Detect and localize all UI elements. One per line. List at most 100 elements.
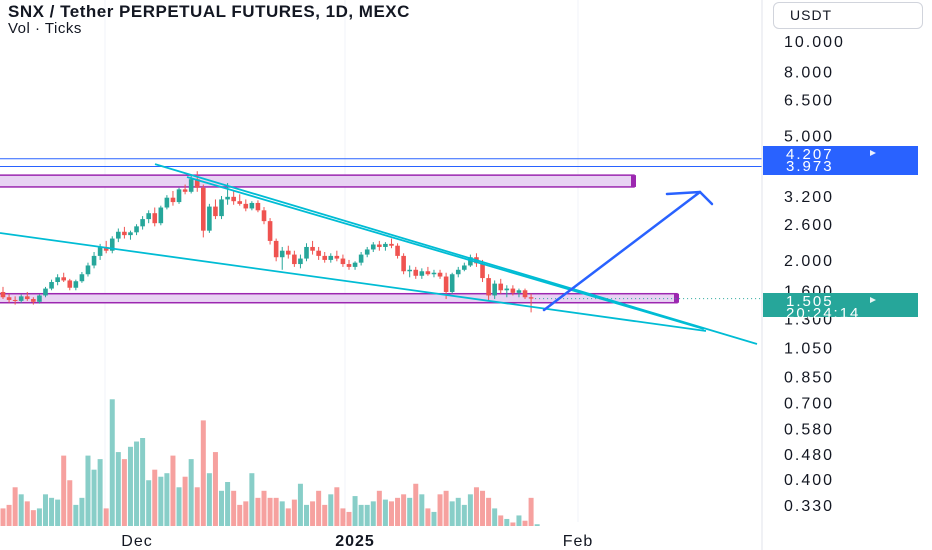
volume-bar — [504, 518, 510, 526]
volume-bar — [18, 494, 24, 526]
volume-bar — [340, 508, 346, 526]
volume-bar — [401, 494, 407, 526]
price-tick-label: 0.480 — [784, 447, 834, 464]
volume-bar — [388, 501, 394, 526]
candle — [516, 288, 522, 298]
drawings[interactable] — [0, 158, 762, 345]
price-axis[interactable]: 10.0008.0006.5005.0003.2002.6002.0001.60… — [784, 34, 845, 515]
volume-bar — [134, 441, 140, 526]
volume-bar — [328, 494, 334, 526]
resistance-zone[interactable] — [0, 174, 635, 188]
currency-button[interactable]: USDT — [773, 2, 923, 29]
candle — [370, 242, 376, 252]
volume-bar — [176, 487, 182, 526]
candle — [413, 266, 419, 279]
volume-bar — [443, 490, 449, 526]
volume-bar — [376, 490, 382, 526]
volume-bar — [346, 511, 352, 526]
volume-bar — [304, 504, 309, 526]
volume-bar — [310, 501, 316, 526]
candle — [528, 293, 534, 313]
candle — [24, 291, 30, 301]
time-axis[interactable]: Dec 2025 Feb — [121, 533, 593, 550]
candle — [61, 272, 66, 283]
volume-bar — [352, 496, 358, 526]
candle — [207, 203, 212, 233]
candle — [486, 274, 491, 301]
volume-bar — [322, 504, 328, 526]
candle — [255, 200, 261, 213]
chart-background — [0, 0, 762, 522]
candle — [285, 245, 291, 259]
candle — [431, 269, 437, 278]
volume-bar — [36, 508, 42, 526]
candle — [43, 286, 48, 298]
volume-bar — [425, 508, 431, 526]
candle — [389, 238, 394, 249]
volume-bar — [127, 446, 133, 526]
indicator-legend[interactable]: Vol · Ticks — [8, 20, 82, 37]
volume-bar — [279, 501, 285, 526]
volume-bar — [140, 438, 146, 526]
volume-bar — [200, 420, 206, 526]
volume-bar — [395, 497, 401, 526]
candle — [261, 207, 267, 225]
volume-bar — [55, 499, 61, 526]
volume-bar — [455, 497, 461, 526]
candle — [364, 246, 370, 258]
volume-bar — [291, 499, 297, 526]
volume-bar — [170, 455, 176, 526]
candle — [298, 254, 303, 269]
price-tick-label: 3.200 — [784, 189, 834, 206]
volume-bar — [103, 508, 109, 526]
candle — [134, 224, 139, 236]
candle — [128, 230, 133, 240]
candle — [455, 266, 461, 278]
projection-arrow[interactable] — [542, 190, 714, 312]
resistance-zone-handle[interactable] — [631, 175, 636, 187]
price-label-text: 1.505 — [786, 293, 834, 310]
price-tick-label: 0.580 — [784, 421, 834, 438]
candle — [504, 285, 510, 298]
candle — [249, 201, 255, 211]
candle — [176, 187, 182, 204]
price-tick-label: 8.000 — [784, 64, 834, 81]
candle — [243, 199, 249, 212]
volume-bar — [61, 455, 67, 526]
volume-bar — [431, 511, 437, 526]
candle — [49, 279, 54, 291]
volume-bar — [285, 508, 291, 526]
candles — [0, 171, 534, 313]
volume-bar — [231, 490, 237, 526]
volume-bar — [255, 497, 261, 526]
wedge-trendline[interactable] — [186, 176, 705, 330]
zones[interactable] — [0, 174, 679, 304]
volume-bar — [516, 515, 522, 526]
volume-bar — [267, 497, 273, 526]
candle — [419, 268, 425, 279]
candle — [322, 251, 328, 263]
candle — [310, 240, 315, 255]
time-tick-label: Dec — [121, 533, 152, 550]
wedge-trendline[interactable] — [0, 232, 707, 332]
price-tick-label: 0.400 — [784, 472, 834, 489]
volume-bar — [97, 459, 103, 526]
volume-bar — [358, 504, 364, 526]
volume-bar — [67, 480, 73, 526]
candle — [201, 184, 206, 238]
symbol-title[interactable]: SNX / Tether PERPETUAL FUTURES, 1D, MEXC — [8, 2, 410, 21]
volume-bar — [413, 483, 419, 526]
volume-bar — [486, 497, 492, 526]
volume-bar — [158, 476, 164, 526]
candle — [510, 285, 516, 296]
time-tick-label: Feb — [563, 533, 594, 550]
candle — [170, 190, 176, 206]
volume-bar — [522, 520, 528, 526]
candle — [237, 194, 243, 206]
support-zone-handle[interactable] — [674, 293, 679, 303]
wedge-trendline[interactable] — [154, 163, 758, 345]
volume-bar — [473, 487, 479, 526]
